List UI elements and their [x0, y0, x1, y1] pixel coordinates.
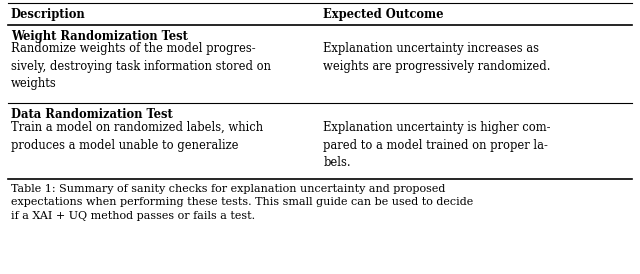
Text: Table 1: Summary of sanity checks for explanation uncertainty and proposed
expec: Table 1: Summary of sanity checks for ex… — [11, 184, 473, 221]
Text: Description: Description — [11, 8, 86, 21]
Text: Weight Randomization Test: Weight Randomization Test — [11, 30, 188, 42]
Text: Data Randomization Test: Data Randomization Test — [11, 108, 173, 121]
Text: Randomize weights of the model progres-
sively, destroying task information stor: Randomize weights of the model progres- … — [11, 42, 271, 90]
Text: Explanation uncertainty is higher com-
pared to a model trained on proper la-
be: Explanation uncertainty is higher com- p… — [323, 121, 550, 169]
Text: Expected Outcome: Expected Outcome — [323, 8, 444, 21]
Text: Train a model on randomized labels, which
produces a model unable to generalize: Train a model on randomized labels, whic… — [11, 121, 263, 152]
Text: Explanation uncertainty increases as
weights are progressively randomized.: Explanation uncertainty increases as wei… — [323, 42, 550, 73]
